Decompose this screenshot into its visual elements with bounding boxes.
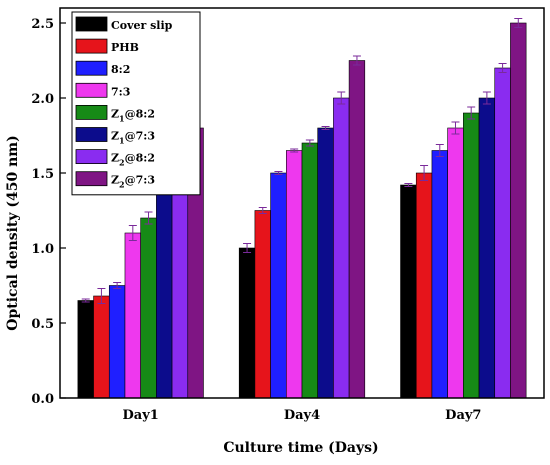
legend-label-subscript: 2 — [119, 158, 125, 168]
x-axis-label: Culture time (Days) — [223, 440, 378, 456]
y-tick-label: 2.0 — [31, 92, 54, 107]
bar — [77, 300, 94, 399]
bar — [463, 112, 480, 399]
y-tick-labels: 0.0 0.5 1.0 1.5 2.0 2.5 — [31, 17, 54, 407]
bar — [478, 97, 496, 399]
legend-swatch — [75, 60, 108, 76]
legend-label: PHB — [111, 41, 139, 54]
legend-swatch — [75, 82, 108, 98]
bar — [317, 127, 334, 399]
bar — [400, 184, 417, 399]
legend-label-rest: @7:3 — [125, 130, 155, 143]
legend-label-base: PHB — [111, 41, 139, 54]
bar — [93, 295, 110, 399]
legend-label: Cover slip — [111, 19, 173, 32]
legend-swatch — [75, 171, 108, 187]
legend-label-base: 8:2 — [111, 63, 130, 76]
plot-frame — [59, 7, 545, 399]
legend-swatch — [75, 38, 108, 54]
legend-label-base: Cover slip — [111, 19, 173, 32]
legend-label: Z2@8:2 — [111, 152, 155, 168]
y-tick-label: 0.5 — [31, 317, 54, 332]
bar — [431, 150, 448, 399]
y-tick-label: 1.5 — [31, 167, 54, 182]
y-tick-label: 2.5 — [31, 17, 54, 32]
legend-label-base: 7:3 — [111, 85, 130, 98]
legend-label-subscript: 1 — [119, 113, 125, 123]
legend-label-base: Z — [111, 152, 119, 165]
bar — [415, 172, 433, 399]
legend-swatch — [75, 105, 108, 120]
legend-label: Z1@8:2 — [111, 107, 155, 123]
legend-label: 8:2 — [111, 63, 130, 76]
x-tick-label: Day4 — [284, 408, 320, 423]
legend-label: Z2@7:3 — [111, 174, 155, 190]
bar — [348, 60, 366, 399]
bar — [140, 217, 157, 399]
bar — [254, 210, 271, 399]
bar — [285, 150, 303, 399]
bar — [447, 127, 464, 399]
bar — [108, 285, 126, 399]
bar — [494, 67, 511, 399]
bar — [156, 187, 173, 399]
legend-label-subscript: 1 — [119, 136, 125, 146]
legend-label-subscript: 2 — [119, 180, 125, 190]
legend-swatch — [75, 149, 108, 165]
legend-label-rest: @7:3 — [125, 174, 155, 187]
legend-label-base: Z — [111, 130, 119, 143]
bar — [270, 172, 287, 399]
y-tick-label: 0.0 — [31, 392, 54, 407]
bar — [510, 22, 527, 399]
x-tick-labels: Day1 Day4 Day7 — [123, 408, 482, 423]
bar — [301, 142, 318, 399]
legend-label-base: Z — [111, 107, 119, 120]
legend-label-base: Z — [111, 174, 119, 187]
bar — [124, 232, 141, 399]
bars — [77, 22, 527, 399]
bar — [333, 97, 350, 399]
legend: Cover slipPHB8:27:3Z1@8:2Z1@7:3Z2@8:2Z2@… — [71, 11, 201, 196]
legend-label: Z1@7:3 — [111, 130, 155, 146]
bar — [238, 247, 256, 399]
legend-swatch — [75, 16, 108, 32]
y-axis-label: Optical density (450 nm) — [5, 135, 21, 330]
y-tick-label: 1.0 — [31, 242, 54, 257]
x-tick-label: Day7 — [445, 408, 481, 423]
legend-swatch — [75, 127, 108, 142]
legend-label-rest: @8:2 — [125, 152, 155, 165]
legend-label: 7:3 — [111, 85, 130, 98]
legend-label-rest: @8:2 — [125, 107, 155, 120]
x-tick-label: Day1 — [123, 408, 159, 423]
